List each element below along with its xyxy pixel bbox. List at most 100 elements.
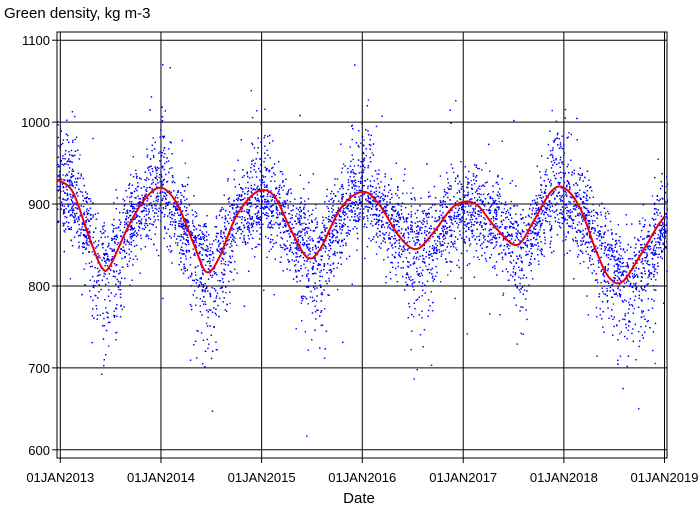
scatter-point (328, 203, 331, 205)
scatter-point (85, 263, 87, 265)
scatter-point (617, 295, 619, 297)
scatter-point (431, 204, 434, 206)
scatter-point (132, 203, 134, 205)
scatter-point (473, 256, 475, 258)
scatter-point (512, 227, 514, 229)
scatter-point (633, 308, 635, 310)
scatter-point (153, 200, 155, 203)
scatter-point (624, 265, 626, 268)
scatter-point (303, 222, 305, 224)
scatter-point (637, 276, 639, 278)
scatter-point (536, 233, 538, 236)
scatter-point (388, 232, 391, 234)
scatter-point (194, 216, 196, 218)
scatter-point (403, 173, 406, 176)
scatter-point (162, 208, 165, 210)
scatter-point (224, 219, 226, 221)
scatter-point (474, 191, 477, 193)
scatter-point (555, 173, 558, 175)
scatter-point (244, 217, 246, 219)
scatter-point (334, 214, 336, 216)
scatter-point (99, 274, 101, 276)
scatter-point (426, 216, 428, 219)
scatter-point (617, 286, 619, 288)
scatter-point (612, 303, 615, 305)
scatter-point (632, 277, 634, 279)
scatter-point (179, 222, 181, 225)
scatter-point (410, 276, 412, 278)
scatter-point (225, 292, 227, 294)
scatter-point (627, 263, 629, 266)
scatter-point (297, 240, 299, 242)
scatter-point (370, 214, 372, 216)
scatter-point (151, 188, 153, 190)
scatter-point (111, 265, 113, 267)
scatter-point (251, 205, 253, 207)
scatter-point (70, 213, 72, 216)
scatter-point (654, 362, 656, 365)
scatter-point (468, 245, 471, 247)
scatter-point (315, 217, 317, 219)
scatter-point (334, 252, 336, 254)
scatter-point (655, 218, 657, 220)
scatter-point (262, 176, 265, 178)
scatter-point (376, 173, 378, 175)
scatter-point (256, 246, 258, 248)
scatter-point (81, 246, 83, 248)
scatter-point (479, 188, 481, 190)
scatter-point (455, 247, 457, 249)
scatter-point (207, 250, 209, 252)
scatter-point (119, 251, 121, 253)
scatter-point (594, 220, 596, 222)
scatter-point (62, 174, 64, 176)
scatter-point (328, 239, 330, 241)
scatter-point (537, 218, 539, 220)
scatter-point (359, 216, 361, 218)
scatter-point (356, 189, 358, 192)
scatter-point (606, 301, 608, 303)
scatter-point (560, 199, 562, 201)
scatter-point (602, 242, 604, 244)
scatter-point (318, 237, 321, 239)
scatter-point (216, 349, 218, 351)
scatter-point (250, 226, 253, 229)
scatter-point (656, 285, 658, 287)
scatter-point (360, 142, 362, 144)
scatter-point (216, 236, 218, 238)
grid (52, 32, 667, 463)
scatter-point (357, 180, 360, 182)
scatter-point (580, 174, 582, 177)
scatter-point (383, 226, 386, 228)
scatter-point (603, 293, 605, 295)
scatter-point (616, 324, 618, 326)
scatter-point (467, 214, 470, 216)
scatter-point (320, 237, 322, 240)
scatter-point (317, 237, 319, 239)
scatter-point (166, 180, 169, 183)
scatter-point (412, 257, 414, 260)
scatter-point (126, 196, 128, 198)
scatter-point (225, 261, 227, 263)
scatter-point (618, 292, 621, 295)
scatter-point (405, 281, 407, 283)
scatter-point (231, 229, 233, 231)
scatter-point (428, 212, 430, 214)
scatter-point (493, 220, 495, 222)
scatter-point (517, 246, 519, 248)
scatter-point (134, 230, 136, 232)
scatter-point (296, 213, 298, 215)
scatter-point (266, 203, 268, 205)
scatter-point (598, 204, 601, 207)
scatter-point (64, 231, 66, 233)
scatter-point (444, 249, 447, 251)
scatter-point (353, 165, 356, 167)
scatter-point (535, 202, 537, 205)
scatter-point (509, 213, 511, 216)
scatter-point (72, 208, 74, 210)
scatter-point (251, 189, 253, 191)
scatter-point (579, 262, 581, 265)
scatter-point (648, 234, 650, 236)
scatter-point (528, 284, 530, 286)
scatter-point (282, 201, 284, 204)
